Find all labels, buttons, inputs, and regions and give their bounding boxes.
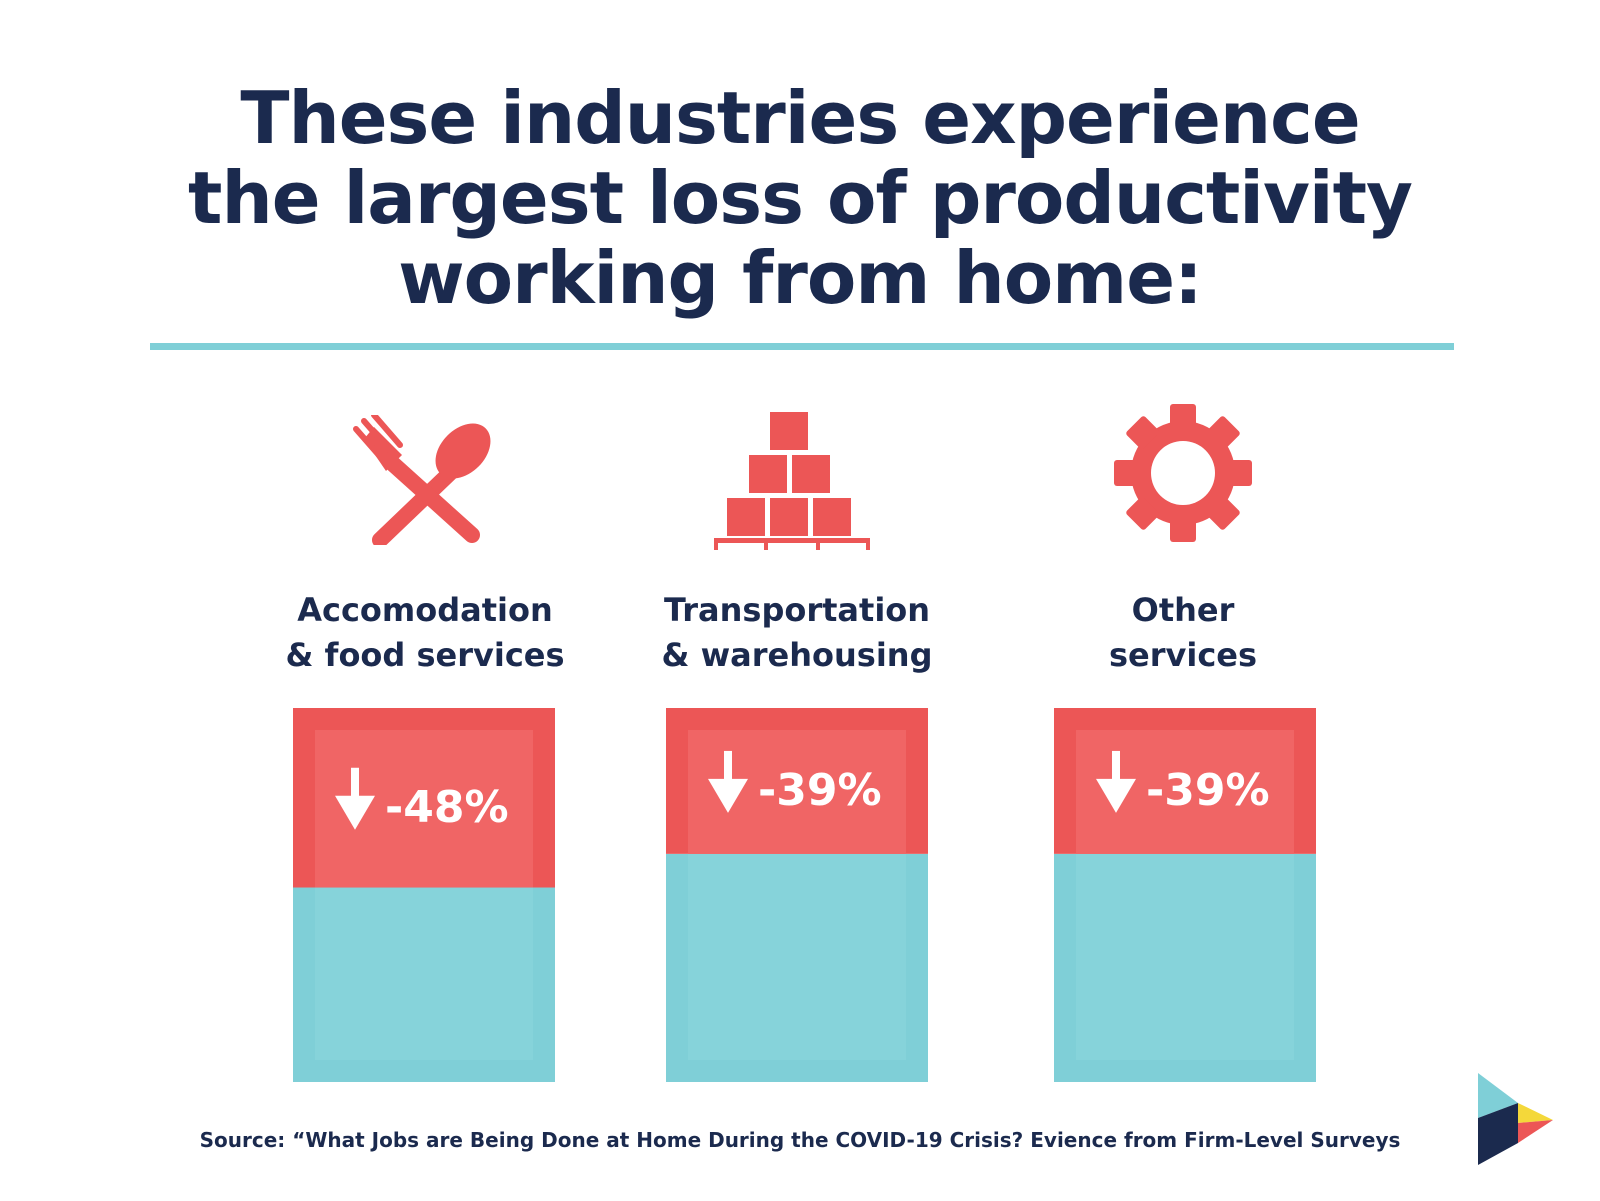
title-line-3: working from home: — [398, 236, 1203, 320]
down-arrow-shaft — [724, 750, 732, 785]
category-label-accommodation: Accomodation & food services — [255, 588, 595, 678]
category-label-other: Other services — [1013, 588, 1353, 678]
title-divider — [150, 343, 1454, 350]
bar-value-label: -48% — [385, 782, 509, 833]
down-arrow-icon — [708, 778, 748, 813]
title-line-1: These industries experience — [240, 76, 1360, 160]
label-line: & food services — [285, 636, 565, 674]
source-note: Source: “What Jobs are Being Done at Hom… — [199, 1128, 1401, 1152]
label-line: Accomodation — [297, 591, 553, 629]
stacked-boxes-pallet-icon — [714, 412, 870, 550]
bar-value-label: -39% — [758, 765, 882, 816]
label-line: & warehousing — [661, 636, 933, 674]
down-arrow-shaft — [1112, 750, 1120, 785]
title-line-2: the largest loss of productivity — [188, 156, 1413, 240]
brand-logo — [1478, 1073, 1553, 1165]
down-arrow-icon — [1096, 778, 1136, 813]
category-label-transportation: Transportation & warehousing — [627, 588, 967, 678]
chart-title: These industries experience the largest … — [0, 78, 1600, 318]
bar-remainder-inner — [688, 853, 906, 1060]
label-line: Other — [1131, 591, 1235, 629]
down-arrow-shaft — [351, 767, 359, 802]
bar-remainder-inner — [315, 887, 533, 1060]
label-line: services — [1108, 636, 1258, 674]
bar-value-label: -39% — [1146, 765, 1270, 816]
fork-and-spoon-icon — [353, 415, 491, 545]
down-arrow-icon — [335, 795, 375, 830]
label-line: Transportation — [663, 591, 931, 629]
gear-icon — [1114, 404, 1252, 542]
bar-remainder-inner — [1076, 853, 1294, 1060]
